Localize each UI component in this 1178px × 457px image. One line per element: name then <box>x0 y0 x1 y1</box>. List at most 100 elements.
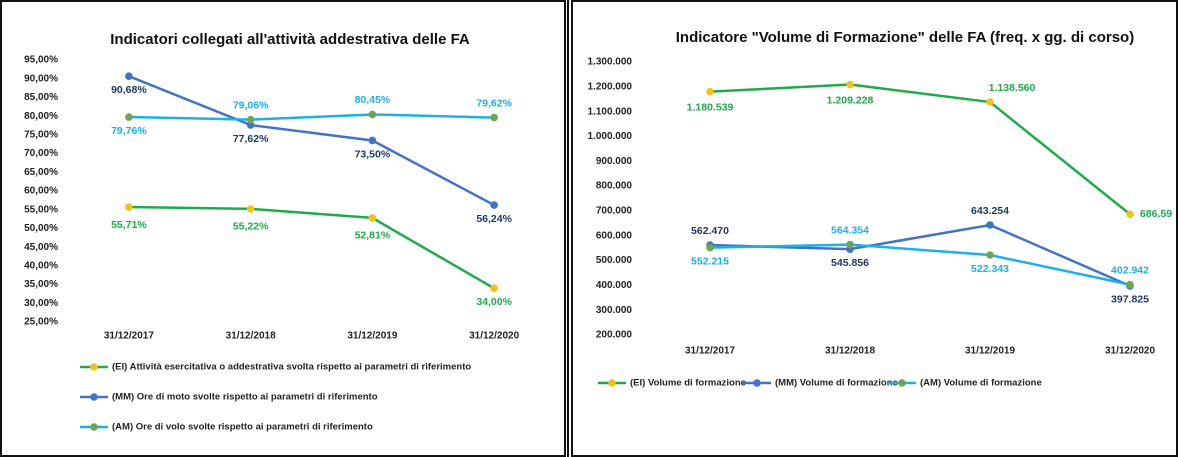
x-tick-label: 31/12/2018 <box>226 331 276 342</box>
data-point <box>125 203 133 211</box>
y-tick-label: 80,00% <box>24 111 58 122</box>
x-tick-label: 31/12/2017 <box>104 331 154 342</box>
data-point <box>246 121 255 129</box>
series-line <box>128 113 495 121</box>
y-tick-label: 65,00% <box>24 167 58 178</box>
x-tick-label: 31/12/2020 <box>1105 346 1155 357</box>
data-label: 545.856 <box>831 257 869 269</box>
chart-title: Indicatore "Volume di Formazione" delle … <box>676 29 1134 46</box>
legend-label: (MM) Volume di formazione <box>775 378 898 389</box>
right-chart: 200.000 300.000 400.000 500.000 600.000 700.0… <box>588 57 1173 389</box>
data-label: 397.825 <box>1111 294 1149 306</box>
series-line <box>128 205 495 290</box>
legend-marker <box>898 379 906 387</box>
y-tick-label: 400.000 <box>596 280 633 291</box>
legend-marker <box>90 393 98 401</box>
y-tick-label: 1.200.000 <box>588 81 633 92</box>
legend-label: (MM) Ore di moto svolte rispetto ai para… <box>112 392 378 403</box>
y-tick-label: 1.000.000 <box>588 131 633 142</box>
data-point <box>706 87 714 96</box>
data-label: 79,62% <box>476 97 512 109</box>
data-point <box>368 136 377 145</box>
y-tick-label: 35,00% <box>24 279 58 290</box>
y-tick-label: 30,00% <box>24 298 58 309</box>
data-label: 1.180.539 <box>687 101 734 113</box>
x-tick-label: 31/12/2018 <box>825 346 875 357</box>
data-point <box>490 201 498 209</box>
data-point <box>986 98 994 106</box>
left-panel <box>0 0 566 457</box>
right-panel <box>571 0 1178 457</box>
data-label: 1.209.228 <box>827 94 874 106</box>
y-tick-label: 55,00% <box>24 204 58 215</box>
legend-label: (AM) Ore di volo svolte rispetto ai para… <box>112 422 373 433</box>
series-line <box>709 83 1131 216</box>
y-tick-label: 200.000 <box>596 330 633 341</box>
data-point <box>125 113 133 121</box>
x-tick-label: 31/12/2020 <box>469 331 519 342</box>
data-label: 686.59 <box>1140 208 1172 220</box>
data-label: 79,76% <box>111 125 147 137</box>
data-point <box>846 240 854 249</box>
y-tick-label: 25,00% <box>24 317 58 328</box>
data-point <box>246 115 255 124</box>
data-point <box>1126 280 1134 289</box>
chart-title: Indicatori collegati all'attività addest… <box>110 31 470 48</box>
y-tick-label: 1.100.000 <box>588 106 633 117</box>
data-label: 55,22% <box>233 221 269 233</box>
data-point <box>986 251 994 259</box>
y-tick-label: 50,00% <box>24 223 58 234</box>
y-tick-label: 60,00% <box>24 186 58 197</box>
y-tick-label: 90,00% <box>24 73 58 84</box>
data-label: 77,62% <box>233 133 269 145</box>
data-point <box>490 113 498 122</box>
legend-label: (EI) Attività esercitativa o addestrativ… <box>112 362 471 373</box>
data-label: 1.138.560 <box>989 82 1036 94</box>
y-tick-label: 700.000 <box>596 206 633 217</box>
data-point <box>706 243 714 252</box>
data-label: 73,50% <box>355 148 391 160</box>
legend-marker <box>90 363 98 371</box>
legend-marker <box>608 379 616 387</box>
x-tick-label: 31/12/2019 <box>965 346 1015 357</box>
series-line <box>709 243 1131 286</box>
data-label: 562.470 <box>691 225 729 237</box>
y-tick-label: 600.000 <box>596 230 633 241</box>
legend-marker <box>753 379 761 387</box>
y-tick-label: 1.300.000 <box>588 57 633 68</box>
data-point <box>125 72 133 80</box>
x-tick-label: 31/12/2019 <box>347 331 397 342</box>
data-label: 52,81% <box>355 230 391 242</box>
data-label: 80,45% <box>355 94 391 106</box>
legend-label: (EI) Volume di formazione <box>630 378 746 389</box>
data-point <box>490 284 498 293</box>
y-tick-label: 95,00% <box>24 55 58 66</box>
y-tick-label: 800.000 <box>596 181 633 192</box>
data-label: 402.942 <box>1111 264 1149 276</box>
data-label: 79,06% <box>233 99 269 111</box>
y-tick-label: 900.000 <box>596 156 633 167</box>
data-point <box>368 214 377 222</box>
y-tick-label: 85,00% <box>24 92 58 103</box>
data-label: 90,68% <box>111 84 147 96</box>
y-tick-label: 300.000 <box>596 305 633 316</box>
y-tick-label: 70,00% <box>24 148 58 159</box>
y-tick-label: 40,00% <box>24 260 58 271</box>
data-label: 34,00% <box>476 296 512 308</box>
series-line <box>128 75 495 207</box>
legend-marker <box>90 423 98 431</box>
y-tick-label: 45,00% <box>24 242 58 253</box>
legend-label: (AM) Volume di formazione <box>920 378 1042 389</box>
data-label: 643.254 <box>971 205 1009 217</box>
data-label: 522.343 <box>971 263 1009 275</box>
data-point <box>246 205 255 213</box>
data-point <box>368 110 377 119</box>
y-tick-label: 75,00% <box>24 129 58 140</box>
x-tick-label: 31/12/2017 <box>685 346 735 357</box>
data-label: 552.215 <box>691 255 729 267</box>
data-label: 56,24% <box>476 213 512 225</box>
data-label: 55,71% <box>111 219 147 231</box>
y-tick-label: 500.000 <box>596 255 633 266</box>
data-point <box>986 221 994 229</box>
